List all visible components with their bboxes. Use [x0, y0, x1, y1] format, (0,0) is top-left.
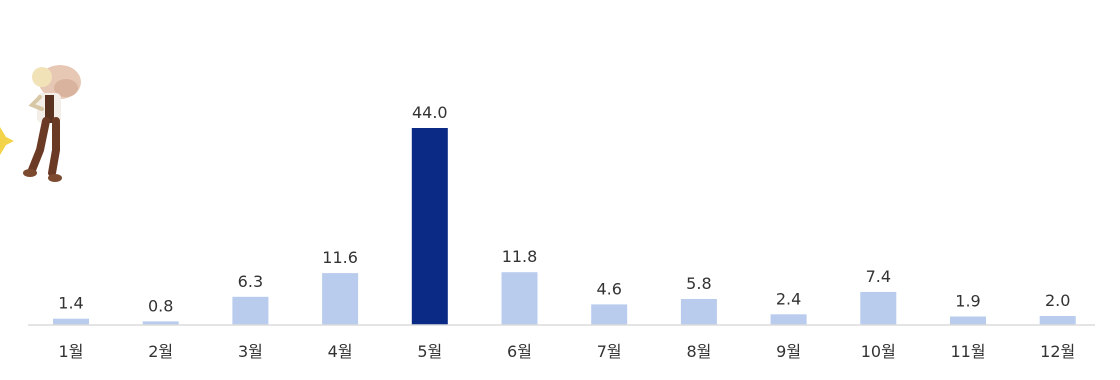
- bar-10: [860, 291, 897, 325]
- value-label-6: 11.8: [502, 247, 538, 266]
- category-label-4: 4월: [328, 342, 353, 361]
- bar-1: [53, 318, 89, 325]
- bar-12: [1039, 316, 1076, 325]
- bar-7: [591, 304, 628, 325]
- category-label-3: 3월: [238, 342, 263, 361]
- value-label-4: 11.6: [322, 248, 358, 267]
- value-label-10: 7.4: [866, 267, 891, 286]
- value-label-8: 5.8: [686, 274, 711, 293]
- category-label-1: 1월: [59, 342, 84, 361]
- bar-6: [501, 272, 538, 325]
- bar-2: [142, 321, 179, 325]
- bar-9: [770, 314, 807, 325]
- category-label-6: 6월: [507, 342, 532, 361]
- bar-3: [232, 296, 269, 325]
- value-label-7: 4.6: [596, 279, 621, 298]
- category-label-7: 7월: [597, 342, 622, 361]
- bars-group: [53, 128, 1076, 325]
- category-label-2: 2월: [148, 342, 173, 361]
- value-label-2: 0.8: [148, 296, 173, 315]
- category-label-10: 10월: [861, 342, 896, 361]
- value-label-9: 2.4: [776, 289, 801, 308]
- value-label-5: 44.0: [412, 103, 448, 122]
- value-label-12: 2.0: [1045, 291, 1070, 310]
- category-label-12: 12월: [1040, 342, 1075, 361]
- person-carrying-sack-icon: [0, 65, 81, 182]
- value-label-1: 1.4: [58, 294, 83, 313]
- category-label-5: 5월: [417, 342, 442, 361]
- labels-group: 1.4 1월 0.8 2월 6.3 3월 11.6 4월 44.0 5월 11.8 6월 4.6 7월 5.…: [58, 103, 1075, 361]
- category-label-9: 9월: [776, 342, 801, 361]
- bar-8: [680, 299, 717, 325]
- bar-5: [411, 128, 448, 325]
- bar-11: [950, 316, 986, 325]
- value-label-11: 1.9: [955, 292, 980, 311]
- category-label-11: 11월: [950, 342, 985, 361]
- category-label-8: 8월: [686, 342, 711, 361]
- bar-4: [322, 273, 359, 325]
- value-label-3: 6.3: [238, 272, 263, 291]
